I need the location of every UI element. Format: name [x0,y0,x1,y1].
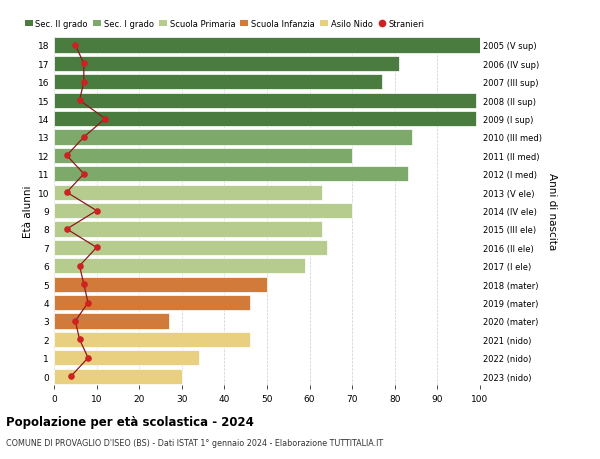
Bar [54,149,352,163]
Point [92,207,101,215]
Legend: Sec. II grado, Sec. I grado, Scuola Primaria, Scuola Infanzia, Asilo Nido, Stran: Sec. II grado, Sec. I grado, Scuola Prim… [25,20,424,29]
Bar [54,332,250,347]
Bar [54,167,407,182]
Bar [54,369,182,384]
Bar [54,296,250,310]
Point [83,354,93,362]
Point [75,263,85,270]
Y-axis label: Anni di nascita: Anni di nascita [547,173,557,250]
Bar [54,314,169,329]
Point [62,189,71,196]
Text: Popolazione per età scolastica - 2024: Popolazione per età scolastica - 2024 [6,415,254,428]
Point [79,134,89,141]
Bar [54,204,352,218]
Point [79,171,89,178]
Bar [54,112,476,127]
Point [62,152,71,160]
Point [66,373,76,380]
Bar [54,57,399,72]
Bar [54,39,480,53]
Text: COMUNE DI PROVAGLIO D'ISEO (BS) - Dati ISTAT 1° gennaio 2024 - Elaborazione TUTT: COMUNE DI PROVAGLIO D'ISEO (BS) - Dati I… [6,438,383,448]
Point [83,299,93,307]
Point [71,42,80,50]
Y-axis label: Età alunni: Età alunni [23,185,34,237]
Bar [54,222,322,237]
Bar [54,277,267,292]
Bar [54,259,305,274]
Bar [54,241,326,255]
Point [71,318,80,325]
Point [75,336,85,343]
Point [75,97,85,105]
Point [62,226,71,233]
Bar [54,130,412,145]
Point [100,116,110,123]
Bar [54,75,382,90]
Point [79,79,89,86]
Point [92,244,101,252]
Point [79,281,89,288]
Bar [54,94,476,108]
Bar [54,185,322,200]
Point [79,61,89,68]
Bar [54,351,199,365]
